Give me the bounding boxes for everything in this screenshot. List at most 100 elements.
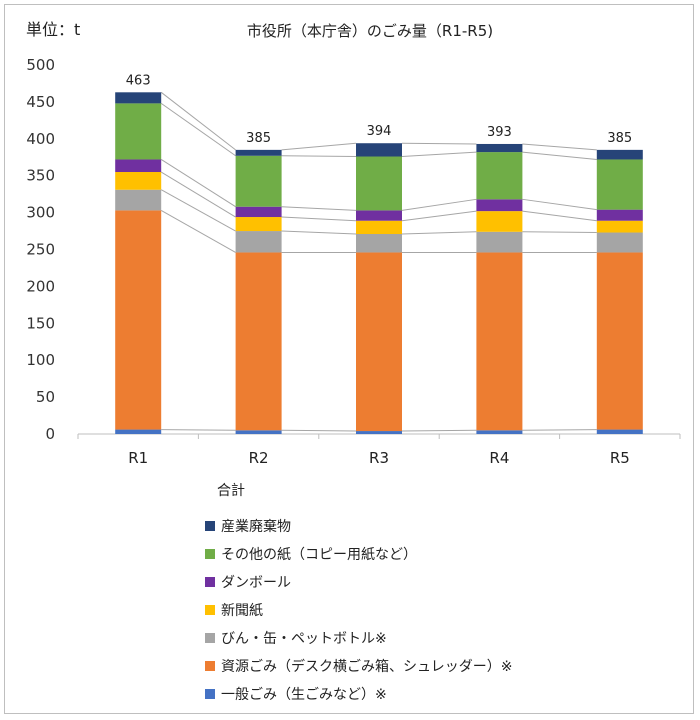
series-line [281,230,357,235]
series-line [401,429,477,432]
y-tick-label: 150 [26,314,55,332]
bar-segment [476,152,523,200]
bar-segment [235,252,282,431]
legend-item: びん・缶・ペットボトル※ [205,624,512,652]
series-line [160,171,236,218]
series-line [401,142,477,145]
legend-item: 資源ごみ（デスク横ごみ箱、シュレッダー）※ [205,652,512,680]
series-line [161,429,236,431]
chart-frame [4,4,694,714]
legend-swatch [205,689,215,699]
x-category-label: R3 [369,449,389,467]
legend-swatch [205,661,215,671]
bar-segment [235,231,282,253]
x-category-label: R4 [489,449,509,467]
bar-segment [356,431,402,434]
bar-segment [596,252,643,430]
bar-segment [115,159,162,173]
series-line [281,429,357,432]
legend-swatch [205,521,215,531]
y-tick-label: 400 [26,130,55,148]
series-line [522,143,597,151]
bar-segment [476,143,523,153]
y-tick-label: 200 [26,277,55,295]
bar-segment [115,92,162,104]
legend-label: びん・缶・ペットボトル※ [221,631,387,647]
legend-label: 産業廃棄物 [221,519,291,535]
bar-segment [235,217,282,232]
legend-swatch [205,577,215,587]
bar-segment [356,210,402,221]
total-data-label: 385 [607,131,632,146]
series-line [401,210,477,222]
total-data-label: 393 [487,125,512,140]
legend-label: その他の紙（コピー用紙など） [221,547,417,563]
legend-swatch [205,549,215,559]
bar-segment [235,155,282,207]
legend-label: ダンボール [221,575,291,591]
bar-segment [476,231,523,253]
legend-swatch [205,605,215,615]
bar-segment [476,252,523,431]
bar-segment [235,430,282,434]
bar-segment [356,252,402,432]
bar-segment [235,149,282,156]
bar-segment [235,206,282,218]
series-line [522,210,597,222]
series-line [522,198,597,211]
series-line [522,231,597,234]
bar-segment [596,159,643,210]
y-tick-label: 350 [26,167,55,185]
bar-segment [356,143,402,157]
legend: 合計 産業廃棄物その他の紙（コピー用紙など） ダンボール新聞紙びん・缶・ペットボト… [205,480,512,708]
x-category-label: R5 [610,449,630,467]
series-line [160,102,236,157]
bar-segment [596,220,643,233]
total-data-label: 394 [367,124,392,139]
series-line [401,231,477,235]
bar-segment [115,429,162,434]
legend-total-label: 合計 [217,483,245,499]
series-line [401,198,477,211]
legend-label: 新聞紙 [221,603,263,619]
bar-segment [476,211,523,232]
bar-segment [115,210,162,430]
bar-segment [596,149,643,160]
legend-label: 資源ごみ（デスク横ごみ箱、シュレッダー）※ [221,659,513,675]
legend-items: 産業廃棄物その他の紙（コピー用紙など） ダンボール新聞紙びん・缶・ペットボトル※ 資… [205,512,512,708]
bar-segment [356,156,402,211]
legend-swatch [205,633,215,643]
legend-label: 一般ごみ（生ごみなど）※ [221,687,387,703]
x-category-label: R1 [128,449,148,467]
legend-item: その他の紙（コピー用紙など） [205,540,512,568]
y-tick-label: 450 [26,93,55,111]
series-line [160,189,236,232]
bar-segment [356,234,402,253]
bar-segment [596,232,643,253]
bar-segment [115,103,162,160]
bar-segment [596,429,643,434]
series-line [522,151,597,160]
y-tick-label: 100 [26,351,55,369]
series-line [160,91,236,151]
series-line [281,155,357,158]
series-line [522,429,597,431]
bar-segment [596,209,643,221]
bar-segment [115,172,162,190]
legend-item: 新聞紙 [205,596,512,624]
legend-item: 産業廃棄物 [205,512,512,540]
series-line [160,209,236,253]
legend-item: ダンボール [205,568,512,596]
y-tick-label: 0 [45,425,55,443]
y-tick-label: 250 [26,241,55,259]
bar-segment [476,199,523,212]
unit-label: 単位：t [26,20,81,39]
bar-segment [356,220,402,235]
total-data-label: 463 [126,73,151,88]
y-tick-label: 300 [26,204,55,222]
x-category-label: R2 [249,449,269,467]
series-line [160,159,236,208]
stacked-bar-chart: 0 50 100 150 200 250 300 350 400 450 500 463 R1 385 R2… [26,56,681,467]
total-data-label: 385 [246,131,271,146]
bar-segment [115,189,162,211]
